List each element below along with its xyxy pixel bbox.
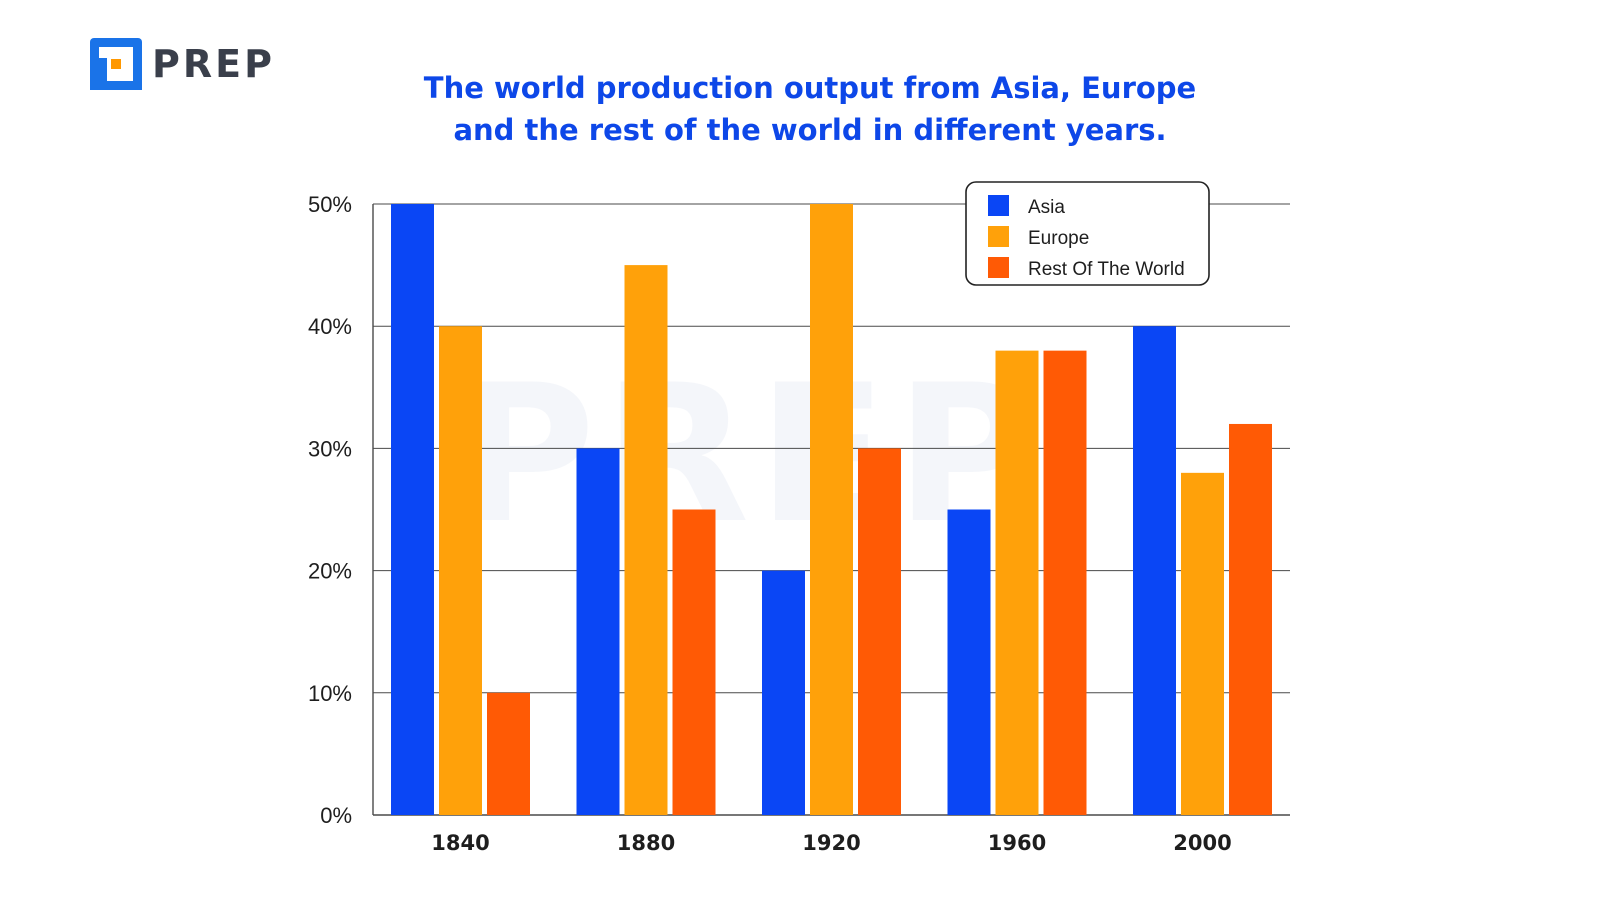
watermark-text: PREP [456,344,1043,565]
bar-rest-of-the-world [1229,423,1272,815]
bar-asia [762,570,805,815]
bar-asia [391,204,434,815]
bar-europe [810,204,853,815]
x-tick-label: 2000 [1173,831,1231,855]
chart-title-line-1: The world production output from Asia, E… [423,71,1197,105]
y-tick-label: 20% [308,559,352,584]
legend-box [965,181,1210,286]
legend-swatch [988,195,1009,216]
bar-rest-of-the-world [858,448,901,815]
bar-europe [439,326,482,815]
chart-title-line-2: and the rest of the world in different y… [453,113,1167,147]
legend-swatch [988,257,1009,278]
legend-swatch [988,226,1009,247]
legend-label: Asia [1028,197,1065,218]
y-tick-label: 10% [308,681,352,706]
bar-europe [624,265,668,816]
y-tick-label: 30% [308,436,352,461]
prep-logo[interactable]: PREP [90,38,275,90]
y-tick-label: 40% [308,314,352,339]
bar-asia [947,509,991,815]
logo-text: PREP [152,42,275,86]
bar-europe [1181,472,1224,815]
bar-rest-of-the-world [487,692,530,815]
legend-label: Rest Of The World [1028,259,1185,280]
chart-title: The world production output from Asia, E… [340,67,1280,151]
bar-asia [1133,326,1176,815]
bar-asia [576,448,620,815]
x-tick-label: 1840 [431,831,489,855]
legend-label: Europe [1028,228,1089,249]
x-tick-label: 1920 [802,831,860,855]
x-tick-label: 1960 [988,831,1046,855]
prep-logo-icon [90,38,142,90]
bar-rest-of-the-world [672,509,716,815]
bar-europe [995,350,1039,815]
x-tick-label: 1880 [617,831,675,855]
bar-rest-of-the-world [1043,350,1087,815]
y-tick-label: 50% [308,192,352,217]
y-tick-label: 0% [320,803,352,828]
